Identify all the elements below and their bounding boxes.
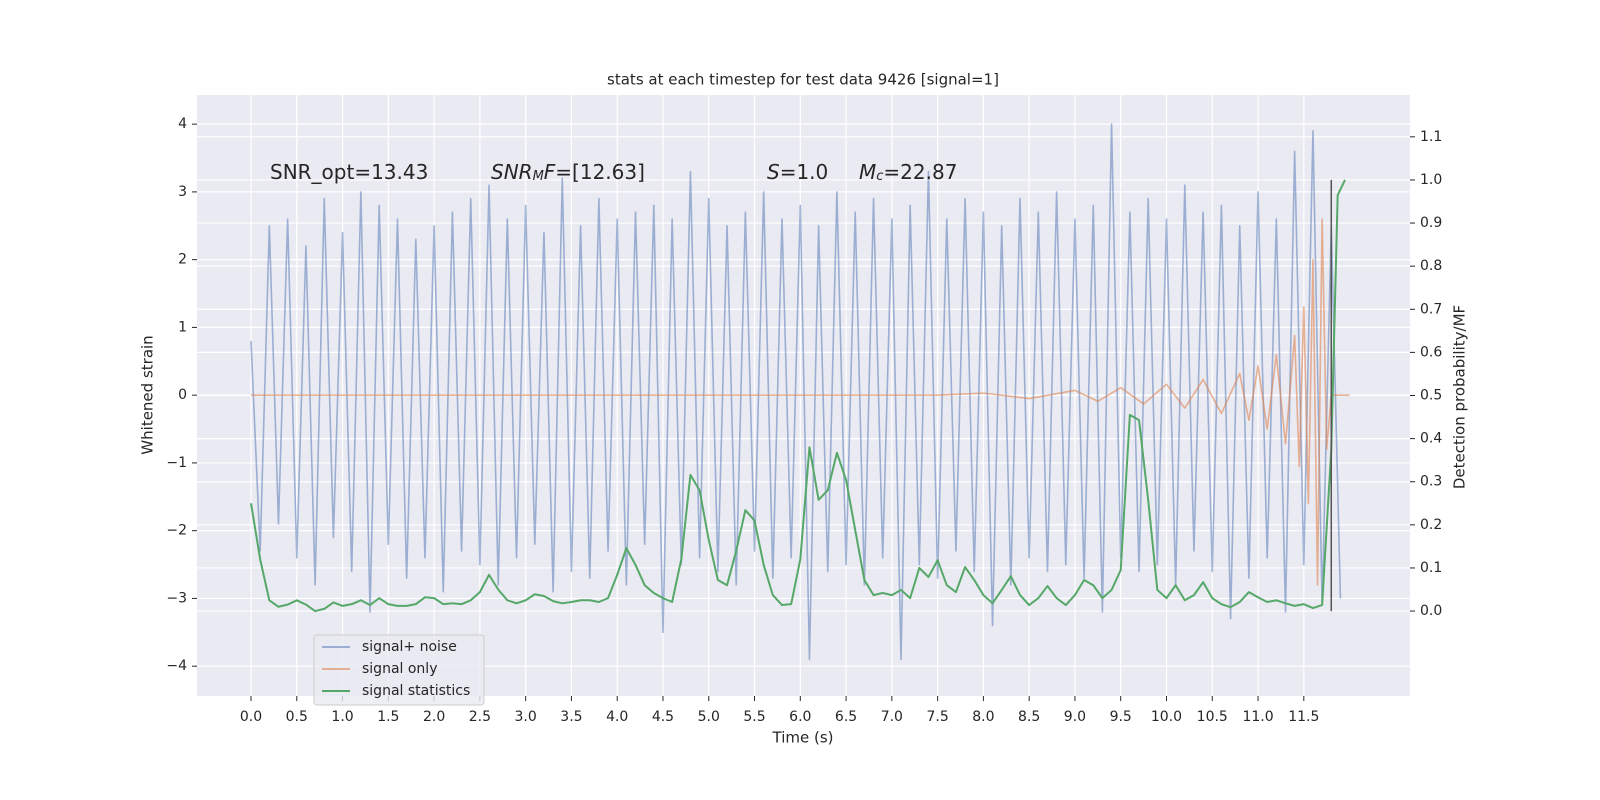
y-tick-label: 2 [178, 252, 187, 268]
y2-tick-label: 0.1 [1420, 560, 1442, 576]
annotation-part: M [859, 160, 876, 184]
y2-tick-label: 0.9 [1420, 215, 1442, 231]
y-tick-label: 3 [178, 184, 187, 200]
annotation: S=1.0 [767, 160, 828, 184]
x-tick-label: 4.0 [606, 709, 628, 725]
y2-tick-label: 0.7 [1420, 301, 1442, 317]
labels: 0.0 0.5 1.0 1.5 2.0 2.5 3.0 3.5 4.0 4.5 5.0 5.5 6.0 6… [166, 116, 1442, 725]
y2-tick-label: 0.3 [1420, 474, 1442, 490]
chart-title: stats at each timestep for test data 942… [607, 71, 999, 89]
y2-tick-label: 0.6 [1420, 344, 1442, 360]
annotation: SNR_opt=13.43 [270, 160, 428, 184]
x-tick-label: 6.0 [789, 709, 811, 725]
annotation: SNRMF=[12.63] [491, 160, 645, 185]
y-tick-label: 0 [178, 387, 187, 403]
x-tick-label: 7.0 [881, 709, 903, 725]
annotation-part: S [767, 160, 780, 184]
y-tick-label: −4 [166, 658, 187, 674]
y2-tick-label: 0.5 [1420, 388, 1442, 404]
series-line [250, 179, 1346, 613]
x-tick-label: 7.5 [926, 709, 948, 725]
y-tick-label: −1 [166, 455, 187, 471]
y2-tick-label: 1.1 [1420, 129, 1442, 145]
annotation: Mc=22.87 [859, 160, 957, 185]
x-tick-label: 10.0 [1151, 709, 1182, 725]
x-tick-label: 2.5 [469, 709, 491, 725]
y2-tick-label: 0.8 [1420, 258, 1442, 274]
y-tick-label: −3 [166, 590, 187, 606]
series-line [251, 218, 1350, 586]
marks [250, 123, 1350, 661]
y2-tick-label: 0.4 [1420, 431, 1442, 447]
x-tick-label: 11.0 [1242, 709, 1273, 725]
y2-tick-label: 0.0 [1420, 603, 1442, 619]
y2-axis-label: Detection probability/MF [1451, 305, 1469, 489]
x-tick-label: 9.5 [1110, 709, 1132, 725]
x-tick-label: 0.0 [240, 709, 262, 725]
x-tick-label: 10.5 [1197, 709, 1228, 725]
x-tick-label: 4.5 [652, 709, 674, 725]
x-tick-label: 8.0 [972, 709, 994, 725]
annotation-part: M [533, 169, 544, 184]
x-tick-label: 1.5 [377, 709, 399, 725]
y2-tick-label: 0.2 [1420, 517, 1442, 533]
x-tick-label: 5.0 [698, 709, 720, 725]
annotation-part: F [544, 160, 556, 184]
series-line [250, 123, 1342, 661]
legend-label: signal statistics [362, 683, 470, 699]
legend-label: signal+ noise [362, 639, 457, 655]
x-tick-label: 2.0 [423, 709, 445, 725]
y2-tick-label: 1.0 [1420, 172, 1442, 188]
x-tick-label: 9.0 [1064, 709, 1086, 725]
annotation-part: SNR_opt=13.43 [270, 160, 428, 184]
y-tick-label: 4 [178, 116, 187, 132]
x-tick-label: 3.0 [515, 709, 537, 725]
x-tick-label: 1.0 [331, 709, 353, 725]
annotation-part: =22.87 [883, 160, 957, 184]
y-tick-label: −2 [166, 523, 187, 539]
annotation-part: =[12.63] [555, 160, 645, 184]
x-tick-label: 5.5 [743, 709, 765, 725]
annotation-part: SNR [491, 160, 533, 184]
x-axis-label: Time (s) [772, 729, 834, 747]
y-tick-label: 1 [178, 319, 187, 335]
legend-label: signal only [362, 661, 437, 677]
x-tick-label: 8.5 [1018, 709, 1040, 725]
x-tick-label: 6.5 [835, 709, 857, 725]
x-tick-label: 11.5 [1288, 709, 1319, 725]
x-tick-label: 3.5 [560, 709, 582, 725]
annotation-part: c [876, 169, 883, 184]
legend-box [313, 634, 485, 706]
annotation-part: =1.0 [780, 160, 829, 184]
x-tick-label: 0.5 [286, 709, 308, 725]
y-axis-label: Whitened strain [139, 335, 157, 454]
